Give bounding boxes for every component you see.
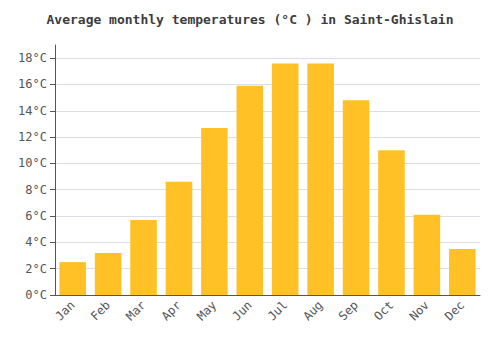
svg-text:Jan: Jan	[52, 298, 77, 323]
svg-text:12°C: 12°C	[18, 130, 47, 144]
svg-text:8°C: 8°C	[25, 183, 47, 197]
svg-text:Nov: Nov	[407, 298, 432, 323]
svg-text:2°C: 2°C	[25, 262, 47, 276]
svg-text:4°C: 4°C	[25, 235, 47, 249]
svg-text:6°C: 6°C	[25, 209, 47, 223]
svg-text:Mar: Mar	[123, 298, 148, 323]
svg-text:Sep: Sep	[336, 298, 361, 323]
svg-text:Jun: Jun	[230, 298, 255, 323]
svg-text:May: May	[194, 298, 219, 323]
svg-text:Aug: Aug	[300, 298, 325, 323]
svg-text:18°C: 18°C	[18, 51, 47, 65]
svg-text:16°C: 16°C	[18, 77, 47, 91]
svg-text:Oct: Oct	[371, 298, 396, 323]
svg-text:0°C: 0°C	[25, 288, 47, 302]
svg-text:Apr: Apr	[159, 298, 184, 323]
svg-text:Dec: Dec	[442, 298, 467, 323]
svg-text:Feb: Feb	[88, 298, 113, 323]
svg-text:Jul: Jul	[265, 298, 290, 323]
svg-text:Average monthly temperatures (: Average monthly temperatures (°C ) in Sa…	[47, 12, 454, 27]
svg-text:10°C: 10°C	[18, 156, 47, 170]
svg-text:14°C: 14°C	[18, 104, 47, 118]
